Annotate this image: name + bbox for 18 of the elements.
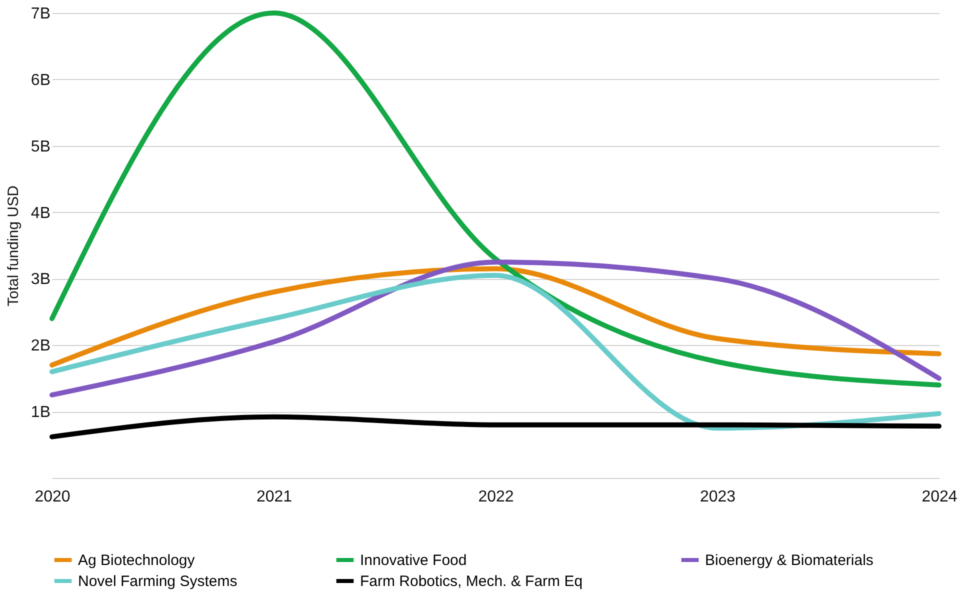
legend-label: Farm Robotics, Mech. & Farm Eq <box>360 573 583 590</box>
legend-label: Bioenergy & Biomaterials <box>705 552 874 569</box>
x-tick-label: 2021 <box>256 488 292 506</box>
y-tick-label: 1B <box>30 404 50 422</box>
y-tick-label: 4B <box>30 204 50 222</box>
x-tick-label: 2022 <box>478 488 514 506</box>
y-tick-label: 5B <box>30 138 50 156</box>
y-tick-label: 7B <box>30 6 50 22</box>
legend-label: Innovative Food <box>360 552 467 569</box>
x-tick-label: 2020 <box>34 488 70 506</box>
legend-label: Novel Farming Systems <box>78 573 238 590</box>
y-tick-label: 3B <box>30 271 50 288</box>
y-tick-label: 2B <box>30 338 50 355</box>
legend-label: Ag Biotechnology <box>78 552 196 569</box>
x-tick-label: 2024 <box>922 488 958 506</box>
x-tick-label: 2023 <box>700 488 736 506</box>
y-tick-label: 6B <box>30 72 50 89</box>
y-axis-title: Total funding USD <box>4 185 22 306</box>
